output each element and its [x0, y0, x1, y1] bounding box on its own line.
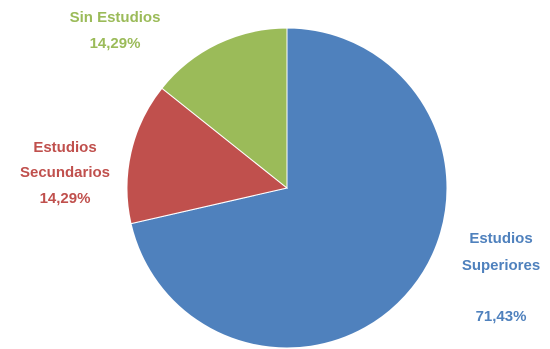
pie-slice-estudios-secundarios — [126, 87, 289, 225]
data-label-estudios-secundarios: Estudios Secundarios 14,29% — [20, 139, 110, 207]
pie-slice-sin-estudios — [161, 27, 288, 190]
pie-slices — [126, 27, 448, 349]
slice-name-estudios-superiores-line2: Superiores — [462, 257, 540, 274]
slice-name-estudios-secundarios-line1: Estudios — [33, 139, 96, 156]
pie-slice-estudios-superiores — [130, 27, 448, 349]
slice-value-estudios-superiores: 71,43% — [476, 308, 527, 325]
slice-name-estudios-secundarios-line2: Secundarios — [20, 164, 110, 181]
slice-value-estudios-secundarios: 14,29% — [40, 190, 91, 207]
slice-name-sin-estudios: Sin Estudios — [70, 9, 161, 26]
slice-value-sin-estudios: 14,29% — [90, 35, 141, 52]
data-label-estudios-superiores: Estudios Superiores 71,43% — [462, 230, 540, 325]
data-label-sin-estudios: Sin Estudios 14,29% — [70, 9, 161, 52]
slice-name-estudios-superiores-line1: Estudios — [469, 230, 532, 247]
